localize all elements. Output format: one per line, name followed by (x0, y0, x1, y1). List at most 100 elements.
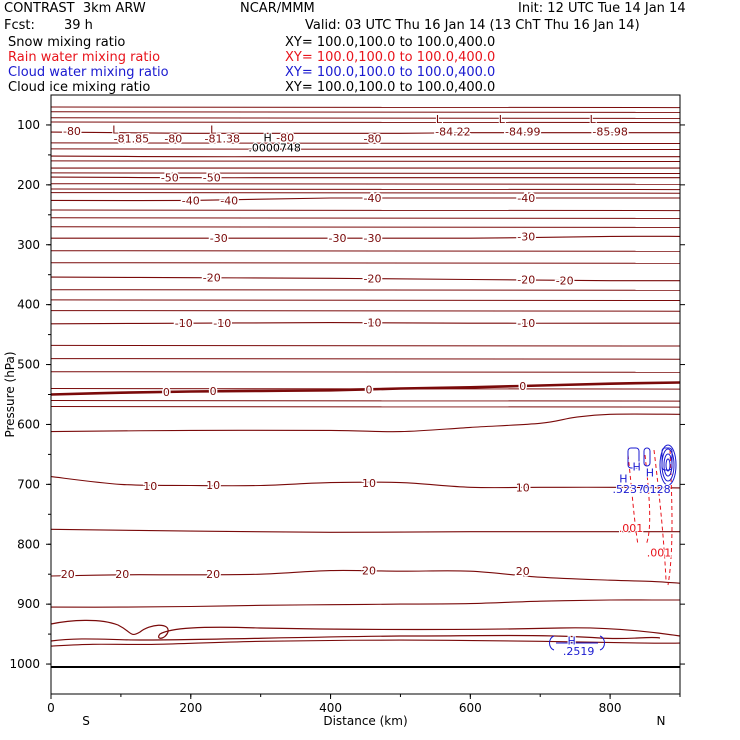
isotherm-fine-line (50, 148, 681, 150)
isotherm-label: -20 (556, 275, 574, 288)
isotherm-label: -80 (63, 125, 81, 138)
isotherm-fine-line (50, 400, 681, 402)
isotherm-label: -40 (182, 194, 200, 207)
isotherm-label: 20 (362, 565, 376, 578)
y-axis-label: Pressure (hPa) (3, 351, 17, 437)
cloud-water-contour (661, 448, 675, 482)
legend-label-rain: Rain water mixing ratio (8, 50, 161, 65)
isotherm-label: -80 (164, 133, 182, 146)
isotherm-fine-line (50, 142, 681, 144)
cloud-water-contours (549, 444, 677, 651)
y-tick-label: 1000 (9, 657, 40, 671)
surface-contour-upper (50, 619, 681, 639)
extremum-label: H (646, 466, 654, 479)
isotherm-line (50, 197, 680, 202)
isotherm-label: -84.22 (435, 126, 470, 139)
legend-xy-rain: XY= 100.0,100.0 to 100.0,400.0 (285, 50, 496, 65)
isotherm-label: 10 (143, 480, 157, 493)
extremum-label: H (568, 635, 576, 648)
cloud-water-contour (643, 447, 651, 467)
isotherm-label: 20 (115, 568, 129, 581)
isotherm-fine-line (50, 192, 681, 194)
extremum-label: .001 (647, 547, 672, 560)
isotherm-label: -30 (210, 232, 228, 245)
isotherm-line (50, 322, 680, 325)
isotherm-label: 20 (61, 568, 75, 581)
x-tick-label: 0 (47, 701, 55, 715)
isotherm-fine-line (50, 117, 681, 119)
isotherm-label: -81.85 (114, 133, 149, 146)
rain-contour (644, 454, 651, 546)
isotherm-fine-line (50, 250, 681, 252)
x-axis-label: Distance (km) (323, 714, 407, 728)
contour-labels: -80 -81.85 -80 -81.38 -80 -80 -84.22 -84.99 -85.… (59, 112, 672, 659)
cloud-water-contour (665, 458, 671, 472)
cloud-water-contour-lower (549, 635, 605, 651)
isotherm-line (50, 381, 681, 396)
isotherm-fine-line (50, 299, 681, 301)
cloud-water-contour (659, 444, 677, 486)
isotherm-line (50, 276, 681, 282)
legend-xy-snow: XY= 100.0,100.0 to 100.0,400.0 (285, 35, 496, 50)
rain-contour (667, 449, 673, 586)
isotherm-label: -80 (276, 132, 294, 145)
isotherm-label: 0 (210, 385, 217, 398)
isotherm-label: -10 (517, 317, 535, 330)
isotherm-line (50, 599, 680, 608)
init-time: Init: 12 UTC Tue 14 Jan 14 (518, 1, 686, 16)
y-tick-label: 500 (17, 358, 40, 372)
isotherm-fine-line (50, 183, 681, 185)
isotherm-label: -84.99 (505, 126, 540, 139)
isotherm-label: 0 (163, 386, 170, 399)
isotherm-label: -80 (364, 133, 382, 146)
extremum-label: H (619, 472, 627, 485)
isotherm-label: 20 (516, 565, 530, 578)
isotherm-label: 10 (362, 477, 376, 490)
isotherm-label: -10 (213, 317, 231, 330)
isotherm-fine-line (50, 289, 681, 291)
y-tick-label: 100 (17, 118, 40, 132)
extremum-label: .2519 (563, 645, 595, 658)
isotherm-label: -40 (220, 194, 238, 207)
extremum-label: .0000748 (248, 142, 301, 155)
isotherm-label: -20 (517, 273, 535, 286)
isotherm-fine-line (50, 226, 681, 228)
y-tick-label: 400 (17, 298, 40, 312)
legend-xy-cloud-ice: XY= 100.0,100.0 to 100.0,400.0 (285, 80, 496, 95)
legend-xy-cloud-water: XY= 100.0,100.0 to 100.0,400.0 (285, 65, 496, 80)
isotherm-label: 10 (206, 479, 220, 492)
isotherm-line (50, 155, 680, 158)
forecast-hours: 39 h (64, 18, 93, 33)
isotherm-label: -50 (161, 172, 179, 185)
isotherm-label: 10 (516, 481, 530, 494)
isotherm-line (50, 131, 680, 134)
isotherm-line (50, 639, 681, 647)
temperature-isotherms (50, 131, 681, 647)
extremum-label: L (210, 124, 217, 137)
south-end-label: S (82, 714, 90, 728)
isotherm-line (50, 528, 680, 533)
isotherm-line (50, 476, 681, 489)
x-tick-label: 600 (459, 701, 482, 715)
y-tick-label: 600 (17, 417, 40, 431)
y-tick-label: 900 (17, 597, 40, 611)
isotherm-label: -30 (517, 230, 535, 243)
isotherm-fine-line (50, 344, 681, 347)
extremum-label: H (264, 132, 272, 145)
isotherm-fine-line (50, 358, 681, 360)
lower-boundary-contours (50, 619, 681, 668)
isotherm-line (50, 413, 681, 433)
legend-label-snow: Snow mixing ratio (8, 35, 126, 50)
x-tick-label: 800 (599, 701, 622, 715)
isotherm-fine-line (50, 106, 681, 109)
isotherm-label: -20 (203, 272, 221, 285)
isotherm-fine-line (50, 172, 681, 174)
chart-title-left: CONTRAST 3km ARW (4, 1, 146, 16)
isotherm-label: 0 (365, 384, 372, 397)
extremum-label: .001 (619, 522, 644, 535)
isotherm-label: -85.98 (592, 126, 627, 139)
isotherm-label: 20 (206, 568, 220, 581)
y-tick-label: 800 (17, 537, 40, 551)
isotherm-label: -81.38 (204, 133, 239, 146)
